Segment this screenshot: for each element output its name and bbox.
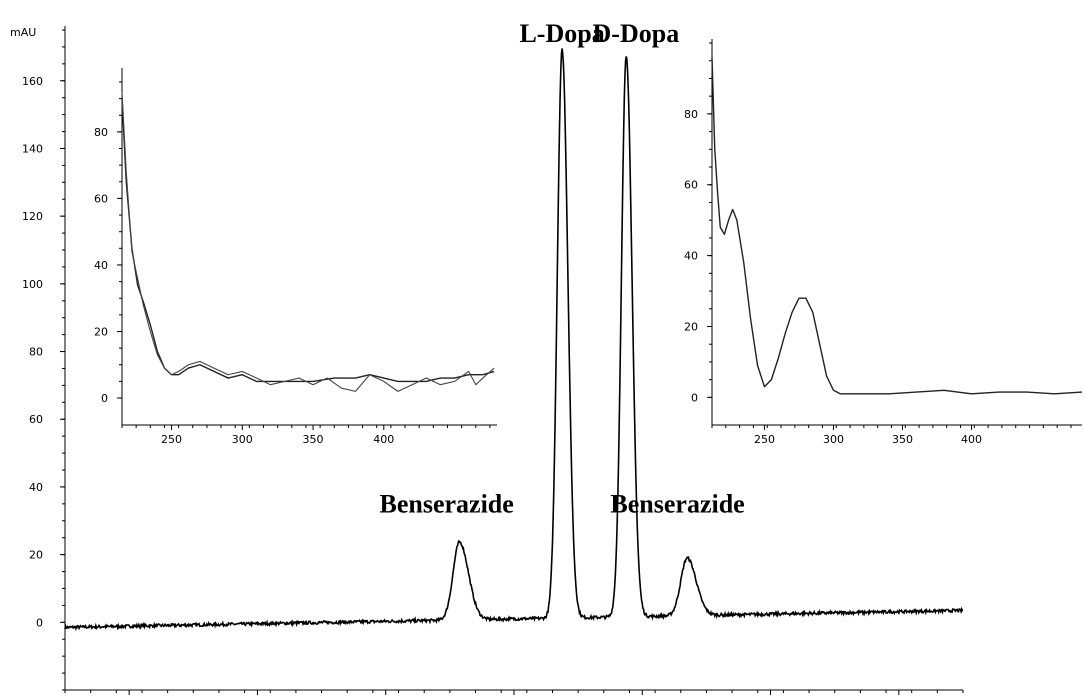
inset-right-x-ticks: 250 300 350 400 [711, 425, 1072, 446]
inset-right-xtick-label: 300 [823, 433, 844, 446]
main-ytick-label: 20 [29, 549, 43, 562]
main-ytick-label: 100 [22, 278, 43, 291]
inset-right-ytick-label: 0 [691, 391, 698, 404]
inset-right-xtick-label: 350 [892, 433, 913, 446]
main-chromatogram: 0 20 40 60 80 100 120 140 160 14161820222426 mAU… [10, 19, 964, 699]
inset-spectrum-left: 0 20 40 60 80 250 300 350 400 [94, 68, 497, 446]
inset-right-y-ticks: 0 20 40 60 80 [684, 42, 712, 404]
chromatogram-trace [64, 48, 964, 632]
main-ytick-label: 60 [29, 413, 43, 426]
inset-right-ytick-label: 20 [684, 320, 698, 333]
inset-left-ytick-label: 80 [94, 126, 108, 139]
main-ytick-label: 80 [29, 346, 43, 359]
inset-left-xtick-label: 400 [373, 433, 394, 446]
inset-left-y-ticks: 0 20 40 60 80 [94, 81, 122, 405]
main-ytick-label: 0 [36, 616, 43, 629]
inset-spectrum-right: 0 20 40 60 80 250 300 350 400 [684, 39, 1083, 446]
peak-label: Benserazide [610, 489, 744, 518]
main-ytick-label: 40 [29, 481, 43, 494]
inset-left-xtick-label: 250 [161, 433, 182, 446]
inset-left-spectrum-line [121, 98, 495, 383]
inset-right-xtick-label: 400 [961, 433, 982, 446]
inset-left-ytick-label: 20 [94, 325, 108, 338]
inset-left-ytick-label: 40 [94, 259, 108, 272]
inset-right-ytick-label: 60 [684, 179, 698, 192]
inset-left-xtick-label: 300 [232, 433, 253, 446]
main-ytick-label: 120 [22, 210, 43, 223]
inset-left-x-ticks: 250 300 350 400 [121, 425, 491, 446]
main-ytick-label: 160 [22, 75, 43, 88]
inset-left-xtick-label: 350 [303, 433, 324, 446]
peak-label: Benserazide [379, 489, 513, 518]
main-y-axis-label: mAU [10, 26, 36, 39]
main-y-ticks: 0 20 40 60 80 100 120 140 160 [22, 29, 65, 691]
inset-right-ytick-label: 80 [684, 108, 698, 121]
inset-right-traces [711, 57, 1083, 395]
inset-left-traces [121, 91, 495, 392]
inset-right-xtick-label: 250 [754, 433, 775, 446]
inset-left-ytick-label: 0 [101, 392, 108, 405]
peak-label: D-Dopa [593, 19, 680, 48]
inset-left-ytick-label: 60 [94, 192, 108, 205]
main-x-ticks: 14161820222426 [64, 690, 964, 699]
inset-right-ytick-label: 40 [684, 250, 698, 263]
inset-left-spectrum-line [121, 91, 495, 392]
inset-right-spectrum-line [711, 57, 1083, 395]
peak-label: L-Dopa [519, 19, 604, 48]
main-ytick-label: 140 [22, 142, 43, 155]
